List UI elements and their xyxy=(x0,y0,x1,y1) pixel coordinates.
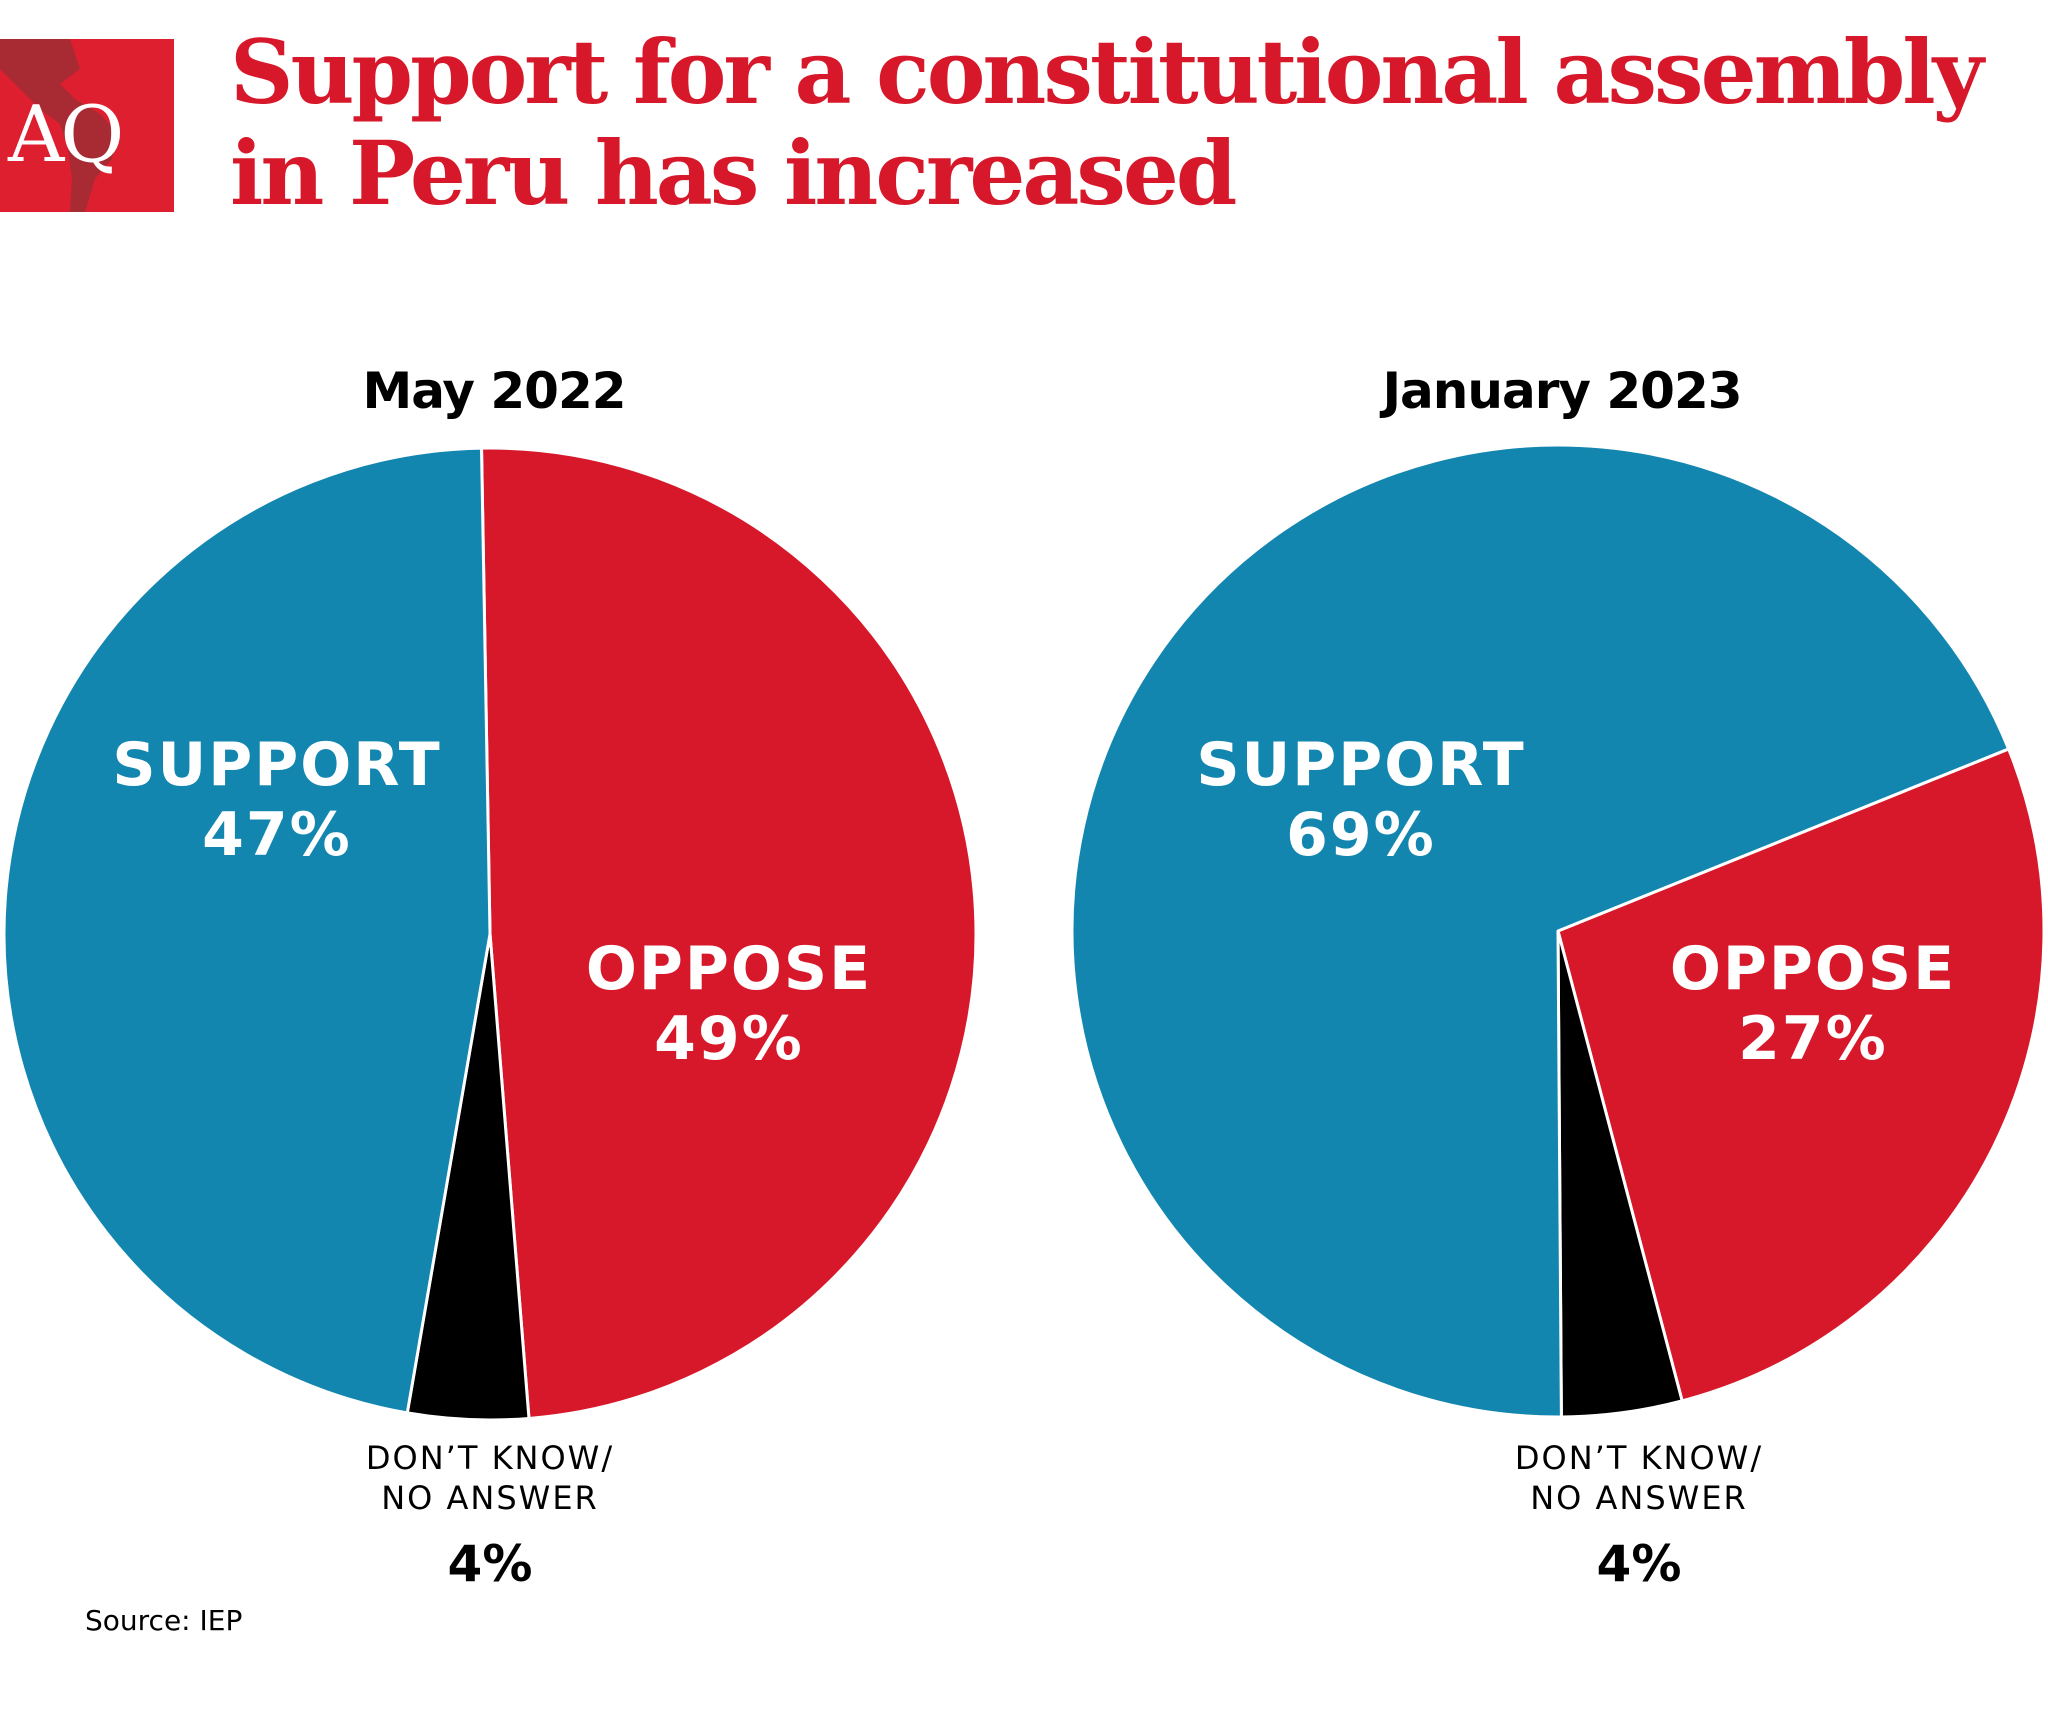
dont-know-label-may: DON’T KNOW/NO ANSWER xyxy=(365,1439,615,1517)
title-line-1: Support for a constitutional assembly xyxy=(230,20,1984,124)
oppose-label-may: OPPOSE 49% xyxy=(585,934,873,1074)
pie-title-may-2022: May 2022 xyxy=(362,362,626,420)
dont-know-label-jan: DON’T KNOW/NO ANSWER xyxy=(1514,1439,1764,1517)
pie-slice-oppose xyxy=(1556,747,2046,1403)
pie-january-2023 xyxy=(1070,443,2046,1419)
title-line-2: in Peru has increased xyxy=(230,121,1237,225)
aq-logo: AQ xyxy=(0,39,174,212)
pie-title-january-2023: January 2023 xyxy=(1382,362,1742,420)
dont-know-value-jan: 4% xyxy=(1596,1535,1682,1593)
americas-map-icon: AQ xyxy=(0,39,124,212)
support-label-jan: SUPPORT 69% xyxy=(1196,730,1526,870)
pie-slice-support xyxy=(2,446,492,1415)
svg-text:AQ: AQ xyxy=(7,90,120,180)
support-label-may: SUPPORT 47% xyxy=(112,730,442,870)
source-note: Source: IEP xyxy=(85,1604,243,1637)
dont-know-value-may: 4% xyxy=(447,1535,533,1593)
pie-slice-support xyxy=(1070,443,2011,1419)
pie-may-2022 xyxy=(2,446,978,1422)
pie-slice-oppose xyxy=(480,446,978,1420)
oppose-label-jan: OPPOSE 27% xyxy=(1669,934,1957,1074)
chart-title: Support for a constitutional assembly in… xyxy=(230,20,1984,225)
